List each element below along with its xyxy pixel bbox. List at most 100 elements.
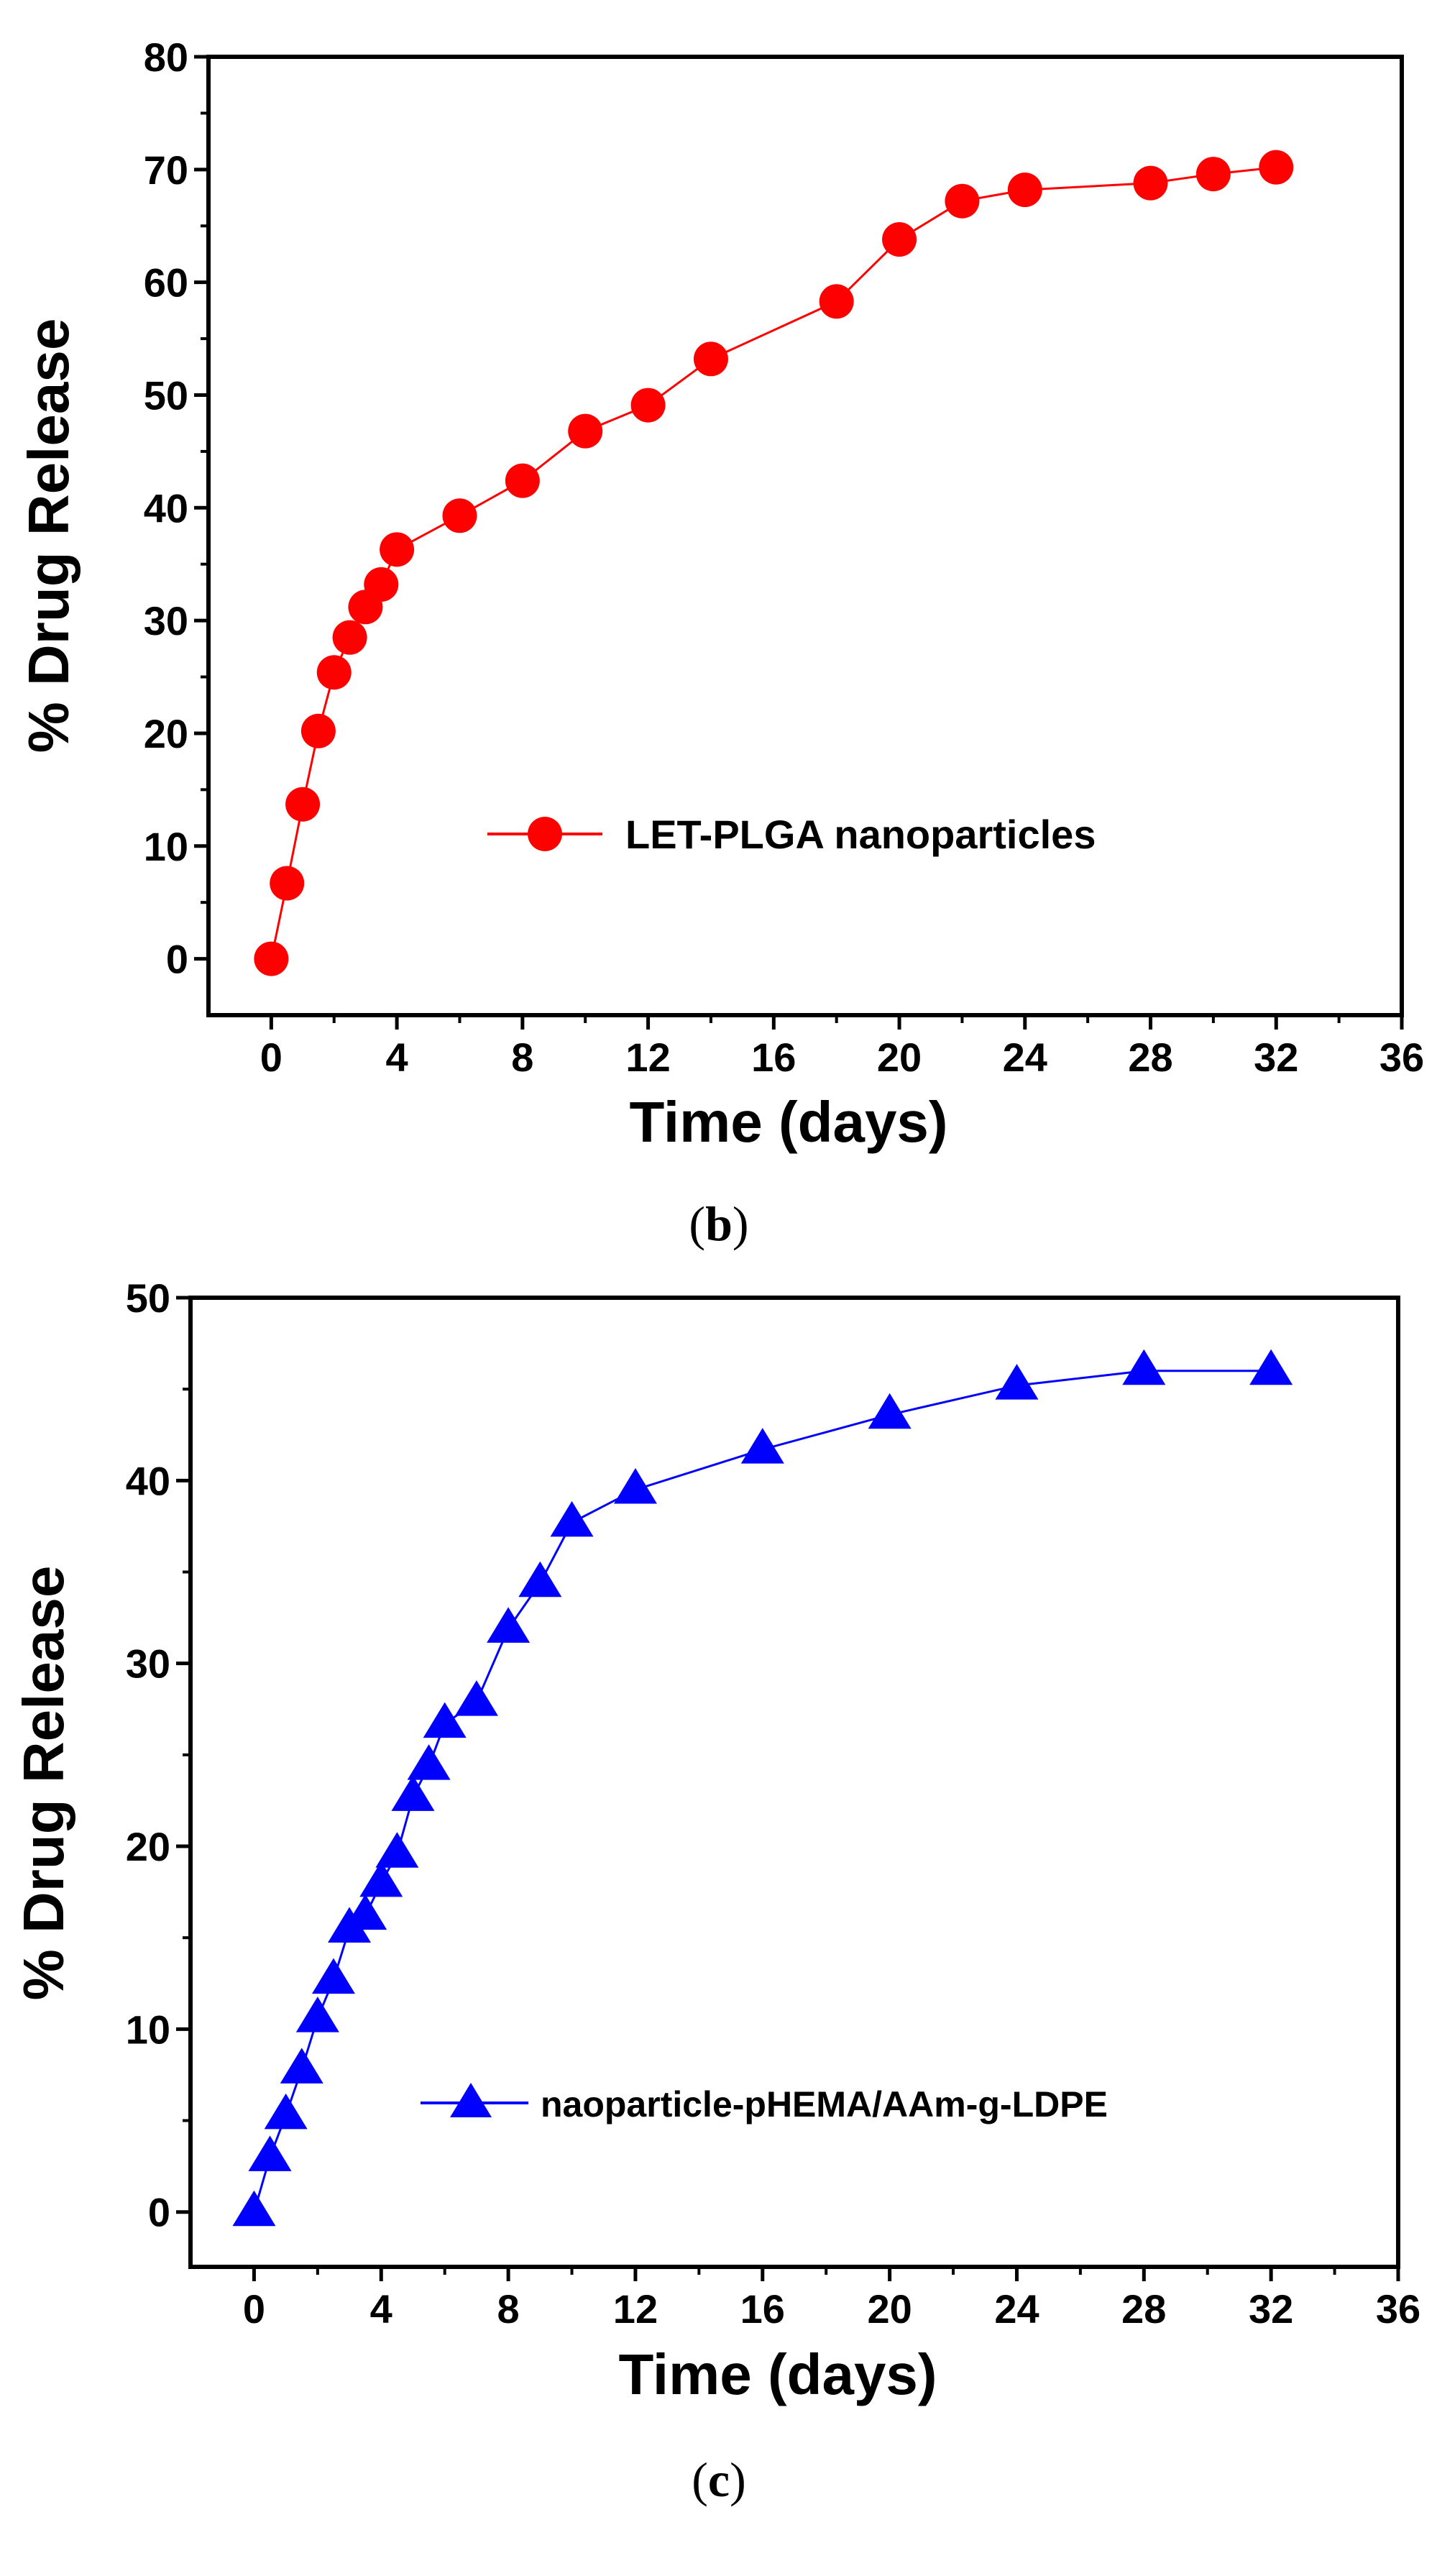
- chart-c-data-point: [344, 1894, 387, 1930]
- chart-c-data-point: [232, 2190, 276, 2227]
- chart-c-data-point: [454, 1680, 498, 1716]
- chart-b-y-axis-label: % Drug Release: [17, 318, 81, 753]
- chart-b-legend-label: LET-PLGA nanoparticles: [625, 812, 1096, 857]
- chart-b-y-tick-label: 70: [144, 147, 188, 193]
- chart-c-legend-marker: [450, 2083, 492, 2117]
- chart-b-x-axis-label: Time (days): [629, 1090, 947, 1154]
- chart-b-y-tick-label: 40: [144, 485, 188, 531]
- chart-b-data-point: [568, 413, 603, 449]
- chart-c-data-point: [264, 2093, 308, 2130]
- chart-c-panel-caption: (c): [692, 2452, 746, 2507]
- chart-b-x-tick-label: 32: [1254, 1035, 1298, 1080]
- chart-c-data-point: [518, 1561, 562, 1598]
- chart-c-data-point: [613, 1468, 657, 1504]
- chart-c-x-tick-label: 4: [370, 2286, 392, 2332]
- chart-c-y-ticks: 0 10 20 30 40 50: [126, 1275, 190, 2235]
- chart-b-data-point: [1133, 165, 1168, 201]
- chart-c-x-tick-label: 0: [243, 2286, 265, 2332]
- chart-c-data-point: [487, 1607, 531, 1643]
- chart-c-data-point: [550, 1500, 594, 1537]
- chart-c-x-tick-label: 36: [1376, 2286, 1420, 2332]
- chart-c-data-point: [295, 1997, 339, 2032]
- chart-c-caption-close: ): [730, 2452, 746, 2507]
- chart-c-y-tick-label: 20: [126, 1824, 170, 1869]
- chart-b-x-tick-label: 12: [625, 1035, 670, 1080]
- chart-b-x-tick-label: 4: [386, 1035, 408, 1080]
- chart-b-x-tick-label: 20: [877, 1035, 922, 1080]
- chart-c-data-point: [407, 1744, 451, 1780]
- chart-b-x-ticks: 0 4 8 12 16 20 24 28 32 36: [260, 1015, 1424, 1080]
- chart-b-data-point: [1259, 150, 1294, 185]
- chart-b-y-tick-label: 60: [144, 260, 188, 306]
- chart-c-x-tick-label: 8: [497, 2286, 520, 2332]
- chart-c-legend-label: naoparticle-pHEMA/AAm-g-LDPE: [541, 2084, 1108, 2124]
- chart-b-data-point: [442, 498, 477, 533]
- chart-c-x-tick-label: 24: [994, 2286, 1039, 2332]
- chart-c-x-tick-label: 20: [867, 2286, 912, 2332]
- chart-b-data-point: [505, 463, 540, 498]
- chart-c-data-point: [995, 1364, 1039, 1400]
- chart-b-data-point: [1195, 157, 1231, 192]
- chart-c-data-point: [280, 2048, 323, 2084]
- chart-b-y-tick-label: 80: [144, 35, 188, 80]
- chart-b-data-point: [316, 655, 352, 690]
- chart-b-data-point: [254, 941, 289, 976]
- chart-b-data-point: [693, 342, 728, 377]
- chart-b-y-tick-label: 10: [144, 824, 188, 869]
- chart-c-x-axis-label: Time (days): [618, 2342, 937, 2406]
- chart-b-x-tick-label: 36: [1379, 1035, 1424, 1080]
- chart-c-data-point: [1249, 1349, 1293, 1385]
- chart-b-y-tick-label: 50: [144, 372, 188, 418]
- chart-b-data-point: [1007, 173, 1042, 208]
- chart-c-data-point: [391, 1775, 435, 1811]
- chart-c-caption-letter: c: [708, 2452, 730, 2507]
- chart-c-x-tick-label: 28: [1121, 2286, 1166, 2332]
- chart-c-plot-frame: [188, 1296, 1400, 2269]
- chart-b-x-tick-label: 24: [1003, 1035, 1047, 1080]
- chart-c-data-point: [423, 1702, 467, 1738]
- chart-b-x-tick-label: 8: [511, 1035, 533, 1080]
- chart-c-caption-open: (: [692, 2452, 708, 2507]
- chart-b-caption-open: (: [689, 1196, 705, 1251]
- chart-b-plot-frame: [206, 55, 1404, 1017]
- chart-c-y-tick-label: 30: [126, 1641, 170, 1687]
- chart-b-data-point: [380, 532, 415, 567]
- chart-b-x-tick-label: 28: [1128, 1035, 1172, 1080]
- chart-b-data-point: [945, 183, 980, 219]
- chart-b-data-point: [882, 222, 917, 257]
- chart-b: 0 4 8 12 16 20 24 28 32 36 0 10 20 30 40 50 60 70 80 Time…: [17, 35, 1424, 1251]
- chart-c-y-tick-label: 10: [126, 2007, 170, 2052]
- chart-b-y-tick-label: 30: [144, 598, 188, 643]
- chart-c-y-tick-label: 40: [126, 1458, 170, 1503]
- chart-c-x-tick-label: 12: [613, 2286, 658, 2332]
- chart-c-x-tick-label: 16: [740, 2286, 785, 2332]
- chart-c-x-ticks: 0 4 8 12 16 20 24 28 32 36: [243, 2267, 1420, 2332]
- chart-b-data-point: [300, 713, 336, 748]
- chart-b-x-tick-label: 16: [751, 1035, 796, 1080]
- chart-b-data-point: [819, 284, 854, 319]
- chart-c: 0 4 8 12 16 20 24 28 32 36 0 10 20 30 40 50 Time (days…: [12, 1275, 1420, 2507]
- chart-b-data-point: [364, 567, 399, 602]
- chart-b-x-tick-label: 0: [260, 1035, 283, 1080]
- chart-c-data-point: [375, 1832, 419, 1868]
- chart-b-panel-caption: (b): [689, 1196, 748, 1251]
- chart-c-data-point: [1122, 1349, 1166, 1385]
- chart-c-y-tick-label: 50: [126, 1275, 170, 1321]
- chart-b-data-point: [285, 787, 321, 822]
- chart-b-y-ticks: 0 10 20 30 40 50 60 70 80: [144, 35, 208, 982]
- chart-c-legend: naoparticle-pHEMA/AAm-g-LDPE: [421, 2083, 1108, 2124]
- chart-b-legend-marker: [528, 817, 562, 851]
- chart-b-caption-letter: b: [705, 1196, 733, 1251]
- chart-b-caption-close: ): [733, 1196, 749, 1251]
- chart-b-data-point: [332, 620, 367, 655]
- chart-b-y-tick-label: 20: [144, 711, 188, 756]
- chart-b-legend: LET-PLGA nanoparticles: [487, 812, 1096, 857]
- chart-b-data-point: [630, 388, 666, 423]
- chart-c-data-point: [248, 2135, 292, 2171]
- chart-c-y-axis-label: % Drug Release: [12, 1566, 75, 2001]
- chart-b-data-point: [270, 866, 305, 901]
- chart-c-data-point: [359, 1861, 403, 1897]
- chart-b-y-tick-label: 0: [166, 937, 188, 982]
- chart-c-data-point: [740, 1428, 784, 1464]
